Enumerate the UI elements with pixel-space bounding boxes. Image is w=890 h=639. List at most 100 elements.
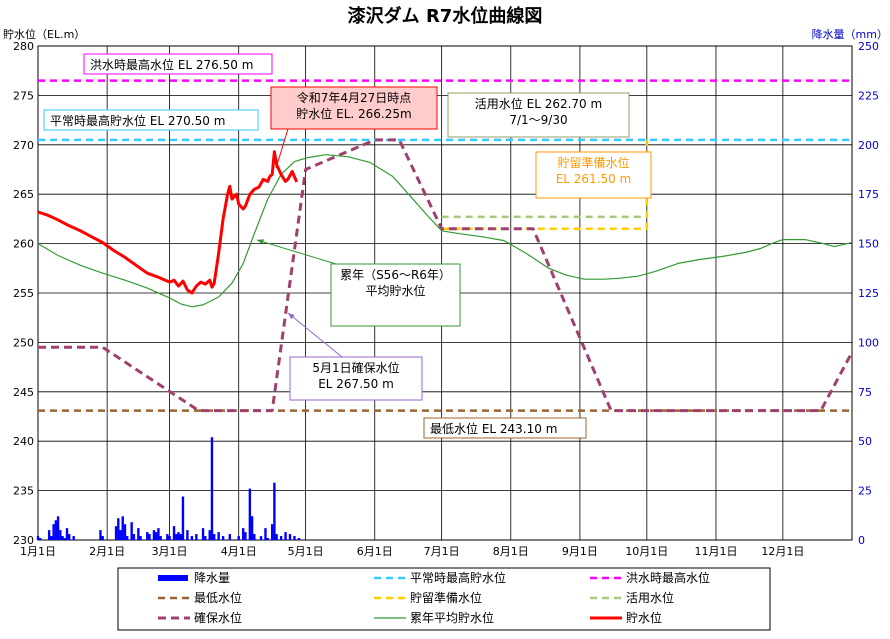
precip-bar: [195, 534, 198, 540]
precip-bar: [61, 536, 64, 540]
precip-bar: [186, 530, 189, 540]
precip-bar: [54, 520, 58, 540]
x-tick-label: 4月1日: [221, 545, 257, 558]
legend-swatch: [158, 575, 188, 581]
y-tick-left: 245: [13, 386, 34, 399]
annotation-text: 5月1日確保水位: [312, 360, 399, 375]
precip-bar: [248, 488, 252, 540]
precip-bar: [137, 528, 140, 540]
precip-bar: [244, 532, 247, 540]
x-tick-label: 6月1日: [357, 545, 393, 558]
precip-bar: [264, 528, 267, 540]
annotation-box: [423, 417, 587, 439]
precip-series: [36, 437, 301, 540]
annotation-box: [289, 356, 423, 401]
legend-label: 平常時最高貯水位: [410, 570, 506, 585]
x-tick-label: 2月1日: [89, 545, 125, 558]
legend-label: 洪水時最高水位: [626, 570, 710, 585]
precip-bar: [130, 522, 133, 540]
y-tick-right: 225: [858, 89, 879, 102]
annotation-text: 貯水位 EL. 266.25m: [296, 106, 411, 121]
precip-bar: [50, 536, 53, 540]
precip-bar: [63, 538, 66, 540]
chart-title: 漆沢ダム R7水位曲線図: [348, 5, 543, 27]
precip-bar: [273, 482, 276, 540]
precip-bar: [284, 532, 287, 540]
series-line-累年平均貯水位: [37, 154, 853, 308]
y-tick-right: 125: [858, 287, 879, 300]
precip-bar: [275, 534, 278, 540]
y-tick-left: 250: [13, 336, 34, 349]
precip-bar: [146, 532, 149, 540]
precip-bar: [36, 536, 40, 540]
legend-label: 降水量: [194, 571, 230, 585]
legend-label: 貯留準備水位: [410, 590, 482, 605]
annotation-4: 貯留準備水位 EL 261.50 m: [535, 151, 652, 199]
arrow-secure-head: [288, 313, 295, 320]
precip-bar: [72, 536, 75, 540]
precip-bar: [123, 524, 127, 540]
x-tick-label: 9月1日: [562, 545, 598, 558]
pointer-current: [275, 128, 289, 169]
annotation-text: 洪水時最高水位 EL 276.50 m: [90, 57, 253, 72]
annotation-6: 5月1日確保水位 EL 267.50 m: [289, 356, 423, 401]
annotation-3: 活用水位 EL 262.70 m 7/1～9/30: [447, 92, 630, 138]
x-tick-label: 1月1日: [20, 545, 56, 558]
x-tick-label: 3月1日: [152, 545, 188, 558]
precip-bar: [266, 538, 269, 540]
precip-bar: [117, 518, 120, 540]
arrow-secure: [287, 312, 343, 358]
precip-bar: [52, 524, 55, 540]
y-tick-left: 255: [13, 287, 34, 300]
y-tick-right: 25: [858, 485, 872, 498]
precip-bar: [177, 532, 180, 540]
precip-bar: [68, 534, 71, 540]
x-tick-label: 8月1日: [493, 545, 529, 558]
precip-bar: [119, 530, 122, 540]
y-tick-left: 280: [13, 40, 34, 53]
y-tick-right: 0: [858, 534, 865, 547]
y-tick-left: 270: [13, 139, 34, 152]
precip-bar: [253, 534, 256, 540]
precip-bar: [179, 534, 182, 540]
legend-label: 累年平均貯水位: [410, 610, 494, 625]
annotation-box: [535, 151, 652, 199]
precip-bar: [159, 536, 162, 540]
precip-bar: [217, 532, 220, 540]
precip-bar: [250, 516, 254, 540]
y-tick-right: 175: [858, 188, 879, 201]
y-tick-left: 240: [13, 435, 34, 448]
precip-bar: [47, 530, 51, 540]
precip-bar: [175, 534, 178, 540]
precip-bar: [152, 530, 156, 540]
precip-bar: [56, 516, 60, 540]
annotation-box: [330, 263, 461, 327]
precip-bar: [126, 536, 129, 540]
series-line-貯水位: [37, 150, 299, 295]
legend-label: 確保水位: [194, 610, 242, 625]
x-tick-label: 7月1日: [424, 545, 460, 558]
precip-bar: [59, 530, 62, 540]
y-tick-left: 275: [13, 89, 34, 102]
precip-bar: [121, 516, 124, 540]
y-tick-right: 75: [858, 386, 872, 399]
arrow-average: [256, 239, 337, 265]
annotation-7: 最低水位 EL 243.10 m: [423, 417, 587, 439]
precip-bar: [65, 528, 69, 540]
y-axis-left-label: 貯水位（EL.m）: [3, 27, 85, 41]
y-tick-right: 150: [858, 238, 879, 251]
y-tick-right: 250: [858, 40, 879, 53]
precip-bar: [210, 437, 214, 540]
arrow-average-head: [257, 239, 264, 245]
precip-bar: [279, 536, 283, 540]
x-tick-label: 5月1日: [288, 545, 324, 558]
annotation-0: 洪水時最高水位 EL 276.50 m: [83, 53, 273, 75]
x-tick-label: 11月1日: [694, 545, 737, 558]
precip-bar: [132, 534, 136, 540]
precip-bar: [288, 534, 292, 540]
annotation-5: 累年（S56～R6年）平均貯水位: [330, 263, 461, 327]
series-line-確保水位: [38, 138, 854, 413]
